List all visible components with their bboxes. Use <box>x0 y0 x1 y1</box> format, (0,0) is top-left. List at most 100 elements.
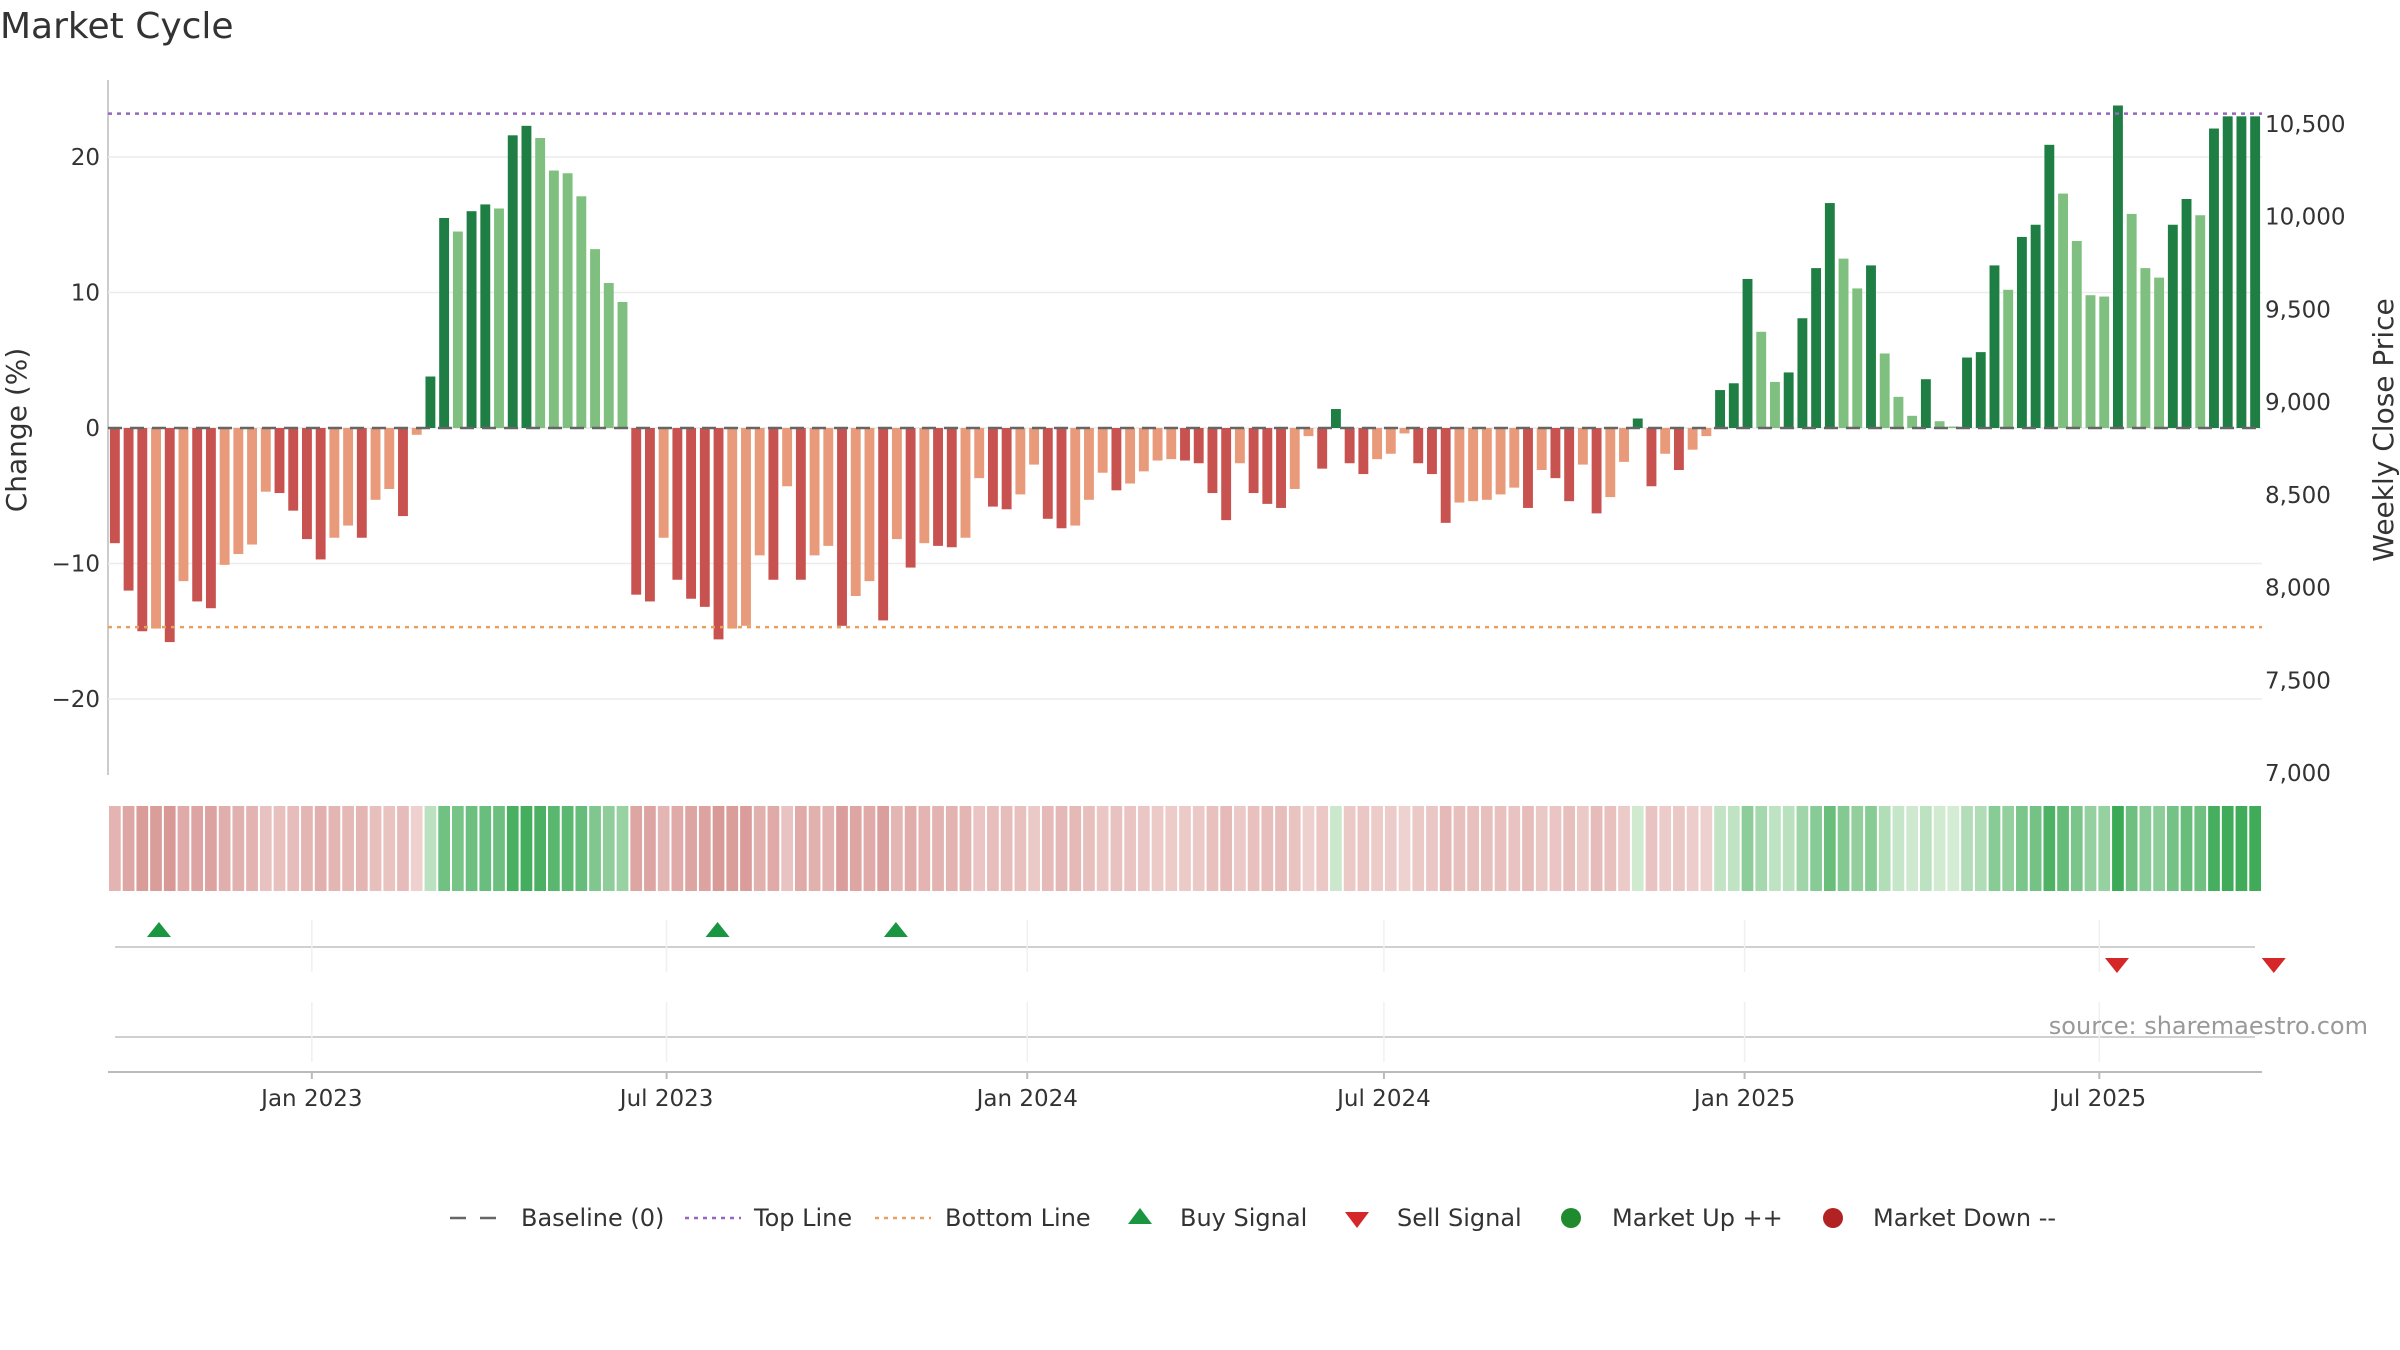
strength-cell <box>2166 806 2179 891</box>
change-bar <box>644 428 655 602</box>
change-bar <box>535 138 546 428</box>
strength-cell <box>1426 806 1438 891</box>
strength-cell <box>465 806 478 891</box>
strength-cell <box>177 806 190 891</box>
change-bar <box>192 428 203 602</box>
strength-cell <box>1769 806 1781 891</box>
change-bar <box>109 428 120 544</box>
legend-label: Baseline (0) <box>521 1204 664 1232</box>
strength-cell <box>602 806 615 891</box>
change-bar <box>1797 318 1808 428</box>
change-bar <box>782 428 793 487</box>
change-bar <box>1248 428 1259 494</box>
change-bar <box>850 428 861 597</box>
change-bar <box>1399 428 1410 434</box>
change-bar <box>987 428 998 507</box>
right-tick-label: 7,000 <box>2265 761 2331 787</box>
strength-cell <box>644 806 656 891</box>
strength-cell <box>1069 806 1082 891</box>
strength-cell <box>836 806 848 891</box>
x-tick-label: Jul 2025 <box>2051 1086 2147 1112</box>
change-bar <box>2181 199 2192 428</box>
strength-cell <box>2057 806 2069 891</box>
legend-item: Market Down -- <box>1823 1204 2056 1232</box>
change-bar <box>1262 428 1273 504</box>
change-bar <box>315 428 326 560</box>
strength-cell <box>1686 806 1699 891</box>
change-bar <box>2222 116 2233 428</box>
strength-cell <box>2002 806 2015 891</box>
change-bar <box>2126 213 2137 428</box>
strength-cell <box>849 806 862 891</box>
change-bar <box>411 428 422 435</box>
strength-cell <box>520 806 533 891</box>
change-bar <box>1948 426 1959 428</box>
legend-label: Market Down -- <box>1873 1204 2056 1232</box>
strength-cell <box>561 806 574 891</box>
strength-cell <box>863 806 876 891</box>
right-tick-label: 8,000 <box>2265 576 2331 602</box>
strength-cell <box>822 806 835 891</box>
strength-cell <box>1357 806 1370 891</box>
strength-cell <box>205 806 217 891</box>
change-bar <box>1344 428 1355 464</box>
strength-cell <box>740 806 752 891</box>
change-bar <box>1029 428 1040 465</box>
change-bar <box>205 428 216 609</box>
strength-cell <box>1645 806 1658 891</box>
change-bar <box>260 428 271 492</box>
x-tick-label: Jul 2023 <box>618 1086 714 1112</box>
x-tick-label: Jan 2024 <box>975 1086 1078 1112</box>
strength-cell <box>1522 806 1534 891</box>
change-bar <box>837 428 847 626</box>
strength-cell <box>1878 806 1891 891</box>
change-bar <box>809 428 820 556</box>
change-bar <box>1097 428 1108 473</box>
change-bar <box>727 428 738 629</box>
change-bar <box>1770 381 1780 428</box>
strength-cell <box>1920 806 1932 891</box>
change-bar <box>1454 428 1465 503</box>
change-bar <box>617 301 628 429</box>
change-bar <box>891 428 902 540</box>
source-note: source: sharemaestro.com <box>2049 1012 2368 1040</box>
change-bar <box>2113 105 2123 428</box>
strength-cell <box>136 806 149 891</box>
change-bar <box>1372 428 1383 460</box>
change-bar <box>1701 428 1712 437</box>
change-bar <box>1468 428 1479 502</box>
change-bar <box>480 204 491 428</box>
strength-cell <box>2070 806 2083 891</box>
strength-cell <box>1851 806 1864 891</box>
strength-cell <box>1439 806 1452 891</box>
change-bar <box>1084 428 1094 500</box>
change-bar <box>1015 428 1026 495</box>
strength-cell <box>314 806 327 891</box>
buy-signal-marker <box>705 922 730 937</box>
change-bar <box>370 428 381 500</box>
change-bar <box>1289 428 1300 489</box>
change-bar <box>1715 390 1726 428</box>
change-bar <box>1358 428 1369 475</box>
legend-item: Buy Signal <box>1128 1204 1307 1232</box>
change-bar <box>1001 428 1012 510</box>
change-bar <box>2236 116 2247 428</box>
change-bar <box>1125 428 1136 484</box>
strength-cell <box>712 806 725 891</box>
strength-cell <box>1398 806 1411 891</box>
strength-cell <box>1302 806 1315 891</box>
circle-legend-icon <box>1561 1208 1581 1228</box>
strength-cell <box>904 806 917 891</box>
strength-cell <box>973 806 986 891</box>
strength-cell <box>1508 806 1521 891</box>
right-tick-label: 7,500 <box>2265 668 2331 694</box>
strength-cell <box>1700 806 1713 891</box>
strength-cell <box>1041 806 1054 891</box>
change-bar <box>713 428 724 640</box>
strength-cell <box>150 806 162 891</box>
change-bar <box>329 428 340 538</box>
strength-cell <box>1275 806 1287 891</box>
strength-cell <box>410 806 423 891</box>
strength-cell <box>1549 806 1562 891</box>
